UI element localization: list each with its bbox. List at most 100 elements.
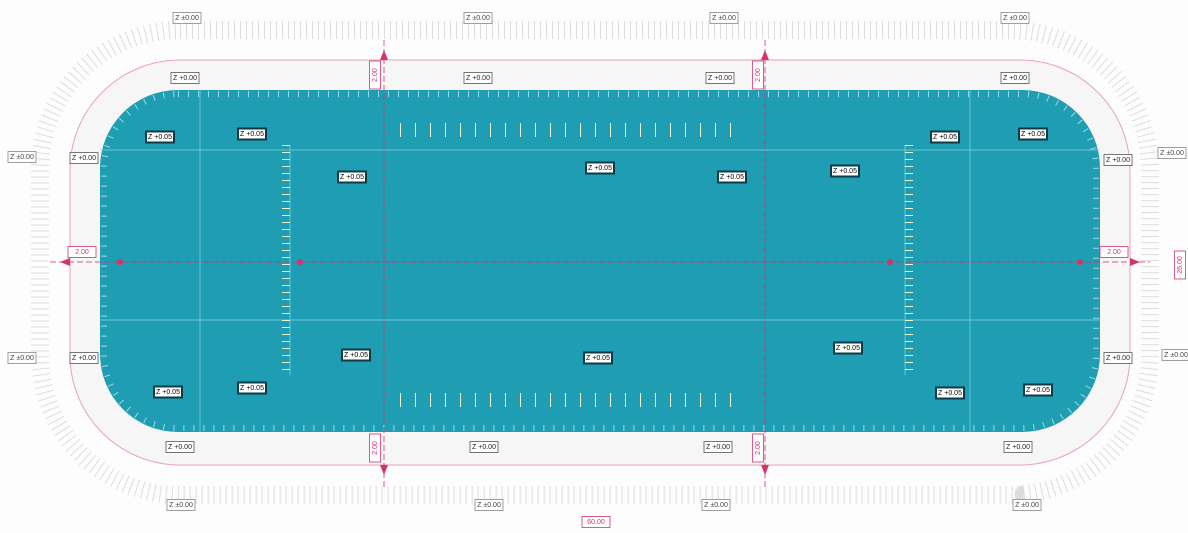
label-box bbox=[145, 130, 175, 144]
dimension: 2.00 bbox=[1107, 249, 1121, 256]
outer-label: Z ±0.00 bbox=[10, 154, 34, 161]
outer-label: Z ±0.00 bbox=[1160, 150, 1184, 157]
label-box bbox=[1018, 127, 1048, 141]
inner-label: Z +0.05 bbox=[240, 131, 264, 138]
label-box bbox=[69, 352, 99, 364]
inner-label: Z +0.05 bbox=[836, 345, 860, 352]
inner-label: Z +0.05 bbox=[156, 389, 180, 396]
label-box bbox=[170, 72, 200, 84]
label-box bbox=[581, 516, 611, 528]
guide-lines bbox=[100, 90, 1100, 432]
inner-label: Z +0.05 bbox=[933, 134, 957, 141]
label-box bbox=[67, 246, 97, 258]
outer-label: Z ±0.00 bbox=[477, 502, 501, 509]
inner-label: Z +0.05 bbox=[588, 165, 612, 172]
label-box bbox=[369, 60, 381, 90]
label-box bbox=[165, 441, 195, 453]
label-box bbox=[935, 386, 965, 400]
label-box bbox=[1103, 352, 1133, 364]
label-box bbox=[1157, 147, 1187, 159]
label-box bbox=[752, 433, 764, 463]
label-box bbox=[705, 72, 735, 84]
edge-label: Z +0.00 bbox=[1006, 444, 1030, 451]
inner-label: Z +0.05 bbox=[1026, 387, 1050, 394]
outer-label: Z ±0.00 bbox=[1164, 352, 1188, 359]
label-box bbox=[341, 348, 371, 362]
labels: Z ±0.00 Z ±0.00 Z ±0.00 Z ±0.00 Z ±0.00 Z ±0.… bbox=[7, 12, 1188, 528]
label-box bbox=[1161, 349, 1188, 361]
outer-label: Z ±0.00 bbox=[1015, 502, 1039, 509]
label-box bbox=[752, 60, 764, 90]
edge-label: Z +0.00 bbox=[708, 75, 732, 82]
label-box bbox=[701, 499, 731, 511]
label-box bbox=[153, 385, 183, 399]
dimension: 2.00 bbox=[372, 441, 379, 455]
label-box bbox=[1103, 154, 1133, 166]
label-box bbox=[166, 499, 196, 511]
edge-label: Z +0.00 bbox=[706, 444, 730, 451]
edge-label: Z +0.00 bbox=[173, 75, 197, 82]
edge-label: Z +0.00 bbox=[72, 355, 96, 362]
edge-label: Z +0.00 bbox=[72, 155, 96, 162]
outer-label: Z ±0.00 bbox=[704, 502, 728, 509]
label-box bbox=[1023, 383, 1053, 397]
label-box bbox=[830, 164, 860, 178]
label-box bbox=[1000, 72, 1030, 84]
edge-label: Z +0.00 bbox=[1106, 157, 1130, 164]
label-box bbox=[474, 499, 504, 511]
edge-label: Z +0.00 bbox=[1003, 75, 1027, 82]
edge-label: Z +0.00 bbox=[1106, 355, 1130, 362]
label-box bbox=[1099, 246, 1129, 258]
outer-ticks bbox=[31, 21, 1159, 504]
dimension-arrows bbox=[60, 50, 1140, 475]
inner-label: Z +0.05 bbox=[938, 390, 962, 397]
label-box bbox=[585, 161, 615, 175]
label-box bbox=[1000, 12, 1030, 24]
label-box bbox=[463, 72, 493, 84]
edge-label: Z +0.00 bbox=[168, 444, 192, 451]
outer-label: Z ±0.00 bbox=[175, 15, 199, 22]
outer-label: Z ±0.00 bbox=[1003, 15, 1027, 22]
inner-label: Z +0.05 bbox=[1021, 131, 1045, 138]
label-box bbox=[237, 381, 267, 395]
label-box bbox=[833, 341, 863, 355]
inner-label: Z +0.05 bbox=[586, 355, 610, 362]
dimension: 2.00 bbox=[372, 68, 379, 82]
inner-label: Z +0.05 bbox=[833, 168, 857, 175]
inner-label: Z +0.05 bbox=[240, 385, 264, 392]
label-box bbox=[369, 433, 381, 463]
outer-label: Z ±0.00 bbox=[466, 15, 490, 22]
label-box bbox=[7, 151, 37, 163]
outer-label: Z ±0.00 bbox=[712, 15, 736, 22]
dimension: 60.00 bbox=[587, 519, 605, 526]
outer-label: Z ±0.00 bbox=[10, 355, 34, 362]
dimension: 26.00 bbox=[1177, 256, 1184, 274]
label-box bbox=[237, 127, 267, 141]
label-box bbox=[1003, 441, 1033, 453]
inner-label: Z +0.05 bbox=[344, 352, 368, 359]
label-box bbox=[463, 12, 493, 24]
inner-label: Z +0.05 bbox=[148, 134, 172, 141]
label-box bbox=[337, 170, 367, 184]
label-box bbox=[709, 12, 739, 24]
dimension: 2.00 bbox=[755, 441, 762, 455]
center-lines bbox=[50, 40, 1150, 490]
edge-label: Z +0.00 bbox=[466, 75, 490, 82]
outer-label: Z ±0.00 bbox=[169, 502, 193, 509]
label-box bbox=[172, 12, 202, 24]
label-box bbox=[7, 352, 37, 364]
inner-label: Z +0.05 bbox=[340, 174, 364, 181]
label-box bbox=[469, 441, 499, 453]
label-box bbox=[1174, 250, 1186, 280]
label-box bbox=[1012, 499, 1042, 511]
label-box bbox=[930, 130, 960, 144]
label-box bbox=[69, 152, 99, 164]
label-box bbox=[717, 170, 747, 184]
edge-label: Z +0.00 bbox=[472, 444, 496, 451]
dimension: 2.00 bbox=[755, 68, 762, 82]
label-box bbox=[703, 441, 733, 453]
dimension: 2.00 bbox=[75, 249, 89, 256]
label-box bbox=[583, 351, 613, 365]
inner-label: Z +0.05 bbox=[720, 174, 744, 181]
